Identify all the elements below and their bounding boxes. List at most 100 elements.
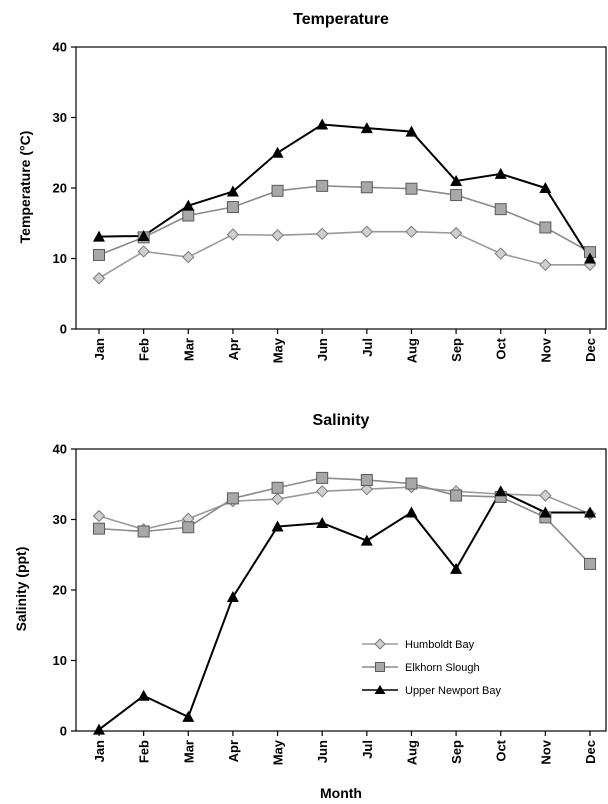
data-point-upper-newport-bay-may (271, 520, 284, 532)
x-tick-label: Jun (315, 740, 330, 763)
y-tick-label: 20 (53, 583, 67, 598)
data-point-elkhorn-slough-apr (226, 492, 239, 505)
plot-area (75, 448, 607, 732)
x-tick-label: Feb (137, 338, 152, 361)
y-tick-label: 40 (53, 442, 67, 457)
y-axis: 0 10 20 30 40 (53, 40, 76, 337)
data-point-elkhorn-slough-aug (405, 182, 418, 195)
data-point-upper-newport-bay-mar (182, 710, 195, 722)
series-markers (92, 471, 597, 735)
x-tick-label: Jan (92, 740, 107, 762)
legend-item-humboldt-bay: Humboldt Bay (362, 638, 475, 651)
data-point-humboldt-bay-jun (315, 227, 329, 241)
legend-label: Upper Newport Bay (405, 685, 501, 697)
square-marker-icon (375, 662, 385, 672)
data-point-elkhorn-slough-may (271, 481, 284, 494)
data-point-humboldt-bay-feb (137, 245, 150, 258)
series-line-elkhorn-slough (98, 477, 591, 565)
y-axis: 0 10 20 30 40 (53, 442, 76, 739)
x-tick-label: Sep (449, 338, 464, 362)
y-tick-label: 10 (53, 251, 67, 266)
x-tick-label: Mar (181, 338, 196, 361)
series-line-humboldt-bay (98, 486, 591, 531)
y-tick-label: 0 (60, 322, 67, 337)
data-point-elkhorn-slough-sep (450, 189, 463, 202)
data-point-upper-newport-bay-apr (226, 591, 239, 603)
data-point-upper-newport-bay-sep (450, 174, 463, 186)
chart-title: Salinity (313, 412, 370, 429)
x-tick-label: Jun (315, 338, 330, 361)
data-point-upper-newport-bay-nov (539, 182, 552, 193)
x-axis-label: Month (320, 785, 362, 801)
data-point-upper-newport-bay-jun (316, 118, 329, 130)
data-point-elkhorn-slough-nov (539, 221, 552, 234)
triangle-marker-icon (374, 685, 386, 694)
data-point-elkhorn-slough-jan (93, 248, 105, 261)
legend-label: Elkhorn Slough (405, 662, 480, 674)
data-point-upper-newport-bay-jul (360, 122, 373, 134)
data-point-upper-newport-bay-oct (494, 167, 507, 179)
x-tick-label: Feb (137, 740, 152, 763)
legend-label: Humboldt Bay (405, 639, 475, 651)
y-tick-label: 10 (53, 653, 67, 668)
data-point-elkhorn-slough-jan (93, 522, 105, 535)
data-point-upper-newport-bay-jan (93, 723, 105, 735)
x-tick-label: Nov (538, 739, 553, 764)
data-point-humboldt-bay-may (271, 229, 284, 242)
x-tick-label: Mar (181, 740, 196, 763)
data-point-upper-newport-bay-dec (584, 252, 596, 264)
y-axis-label: Salinity (ppt) (13, 547, 29, 632)
data-point-upper-newport-bay-feb (137, 689, 150, 701)
x-tick-label: Oct (494, 739, 509, 761)
data-point-upper-newport-bay-aug (405, 125, 418, 137)
y-tick-label: 40 (53, 40, 67, 55)
data-point-elkhorn-slough-apr (226, 201, 239, 214)
data-point-upper-newport-bay-sep (450, 562, 463, 574)
data-point-humboldt-bay-nov (539, 489, 552, 502)
x-tick-label: Nov (538, 337, 553, 362)
x-tick-label: Apr (226, 740, 241, 762)
data-point-elkhorn-slough-jun (316, 179, 329, 192)
x-tick-label: Sep (449, 740, 464, 764)
data-point-humboldt-bay-may (271, 492, 284, 506)
y-tick-label: 0 (60, 724, 67, 739)
temperature-chart: Temperature Temperature (°C) 0 10 20 30 40 J… (17, 11, 607, 363)
data-point-humboldt-bay-oct (494, 247, 507, 260)
series-line-upper-newport-bay (98, 123, 591, 260)
series-lines (98, 123, 591, 279)
x-tick-label: Dec (583, 338, 598, 362)
data-point-upper-newport-bay-dec (584, 506, 596, 518)
data-point-elkhorn-slough-oct (494, 203, 507, 216)
y-tick-label: 30 (53, 110, 67, 125)
data-point-upper-newport-bay-nov (539, 506, 552, 518)
plot-area (75, 46, 607, 330)
data-point-humboldt-bay-jul (360, 482, 374, 496)
data-point-upper-newport-bay-jul (360, 534, 373, 546)
data-point-humboldt-bay-mar (182, 250, 195, 264)
data-point-humboldt-bay-apr (226, 228, 240, 241)
series-line-upper-newport-bay (98, 490, 590, 731)
data-point-elkhorn-slough-mar (182, 521, 195, 534)
data-point-upper-newport-bay-jun (316, 517, 329, 529)
data-point-humboldt-bay-sep (449, 226, 463, 240)
legend-item-elkhorn-slough: Elkhorn Slough (362, 662, 480, 674)
data-point-elkhorn-slough-jun (316, 471, 329, 484)
data-point-elkhorn-slough-mar (182, 209, 195, 222)
legend-item-upper-newport-bay: Upper Newport Bay (362, 685, 501, 697)
data-point-upper-newport-bay-jan (93, 230, 105, 242)
data-point-elkhorn-slough-aug (405, 477, 418, 490)
data-point-elkhorn-slough-sep (450, 489, 463, 502)
series-markers (92, 118, 597, 285)
y-tick-label: 30 (53, 512, 67, 527)
data-point-humboldt-bay-jun (315, 485, 329, 498)
series-line-elkhorn-slough (98, 185, 591, 256)
data-point-upper-newport-bay-feb (137, 229, 150, 241)
y-tick-label: 20 (53, 181, 67, 196)
data-point-elkhorn-slough-may (271, 184, 284, 197)
series-lines (98, 477, 591, 731)
legend: Humboldt Bay Elkhorn Slough Upper Newpor… (362, 638, 501, 697)
x-tick-label: May (271, 739, 286, 765)
x-tick-label: Jan (92, 338, 107, 360)
data-point-humboldt-bay-jul (360, 225, 374, 238)
data-point-humboldt-bay-aug (405, 225, 418, 238)
